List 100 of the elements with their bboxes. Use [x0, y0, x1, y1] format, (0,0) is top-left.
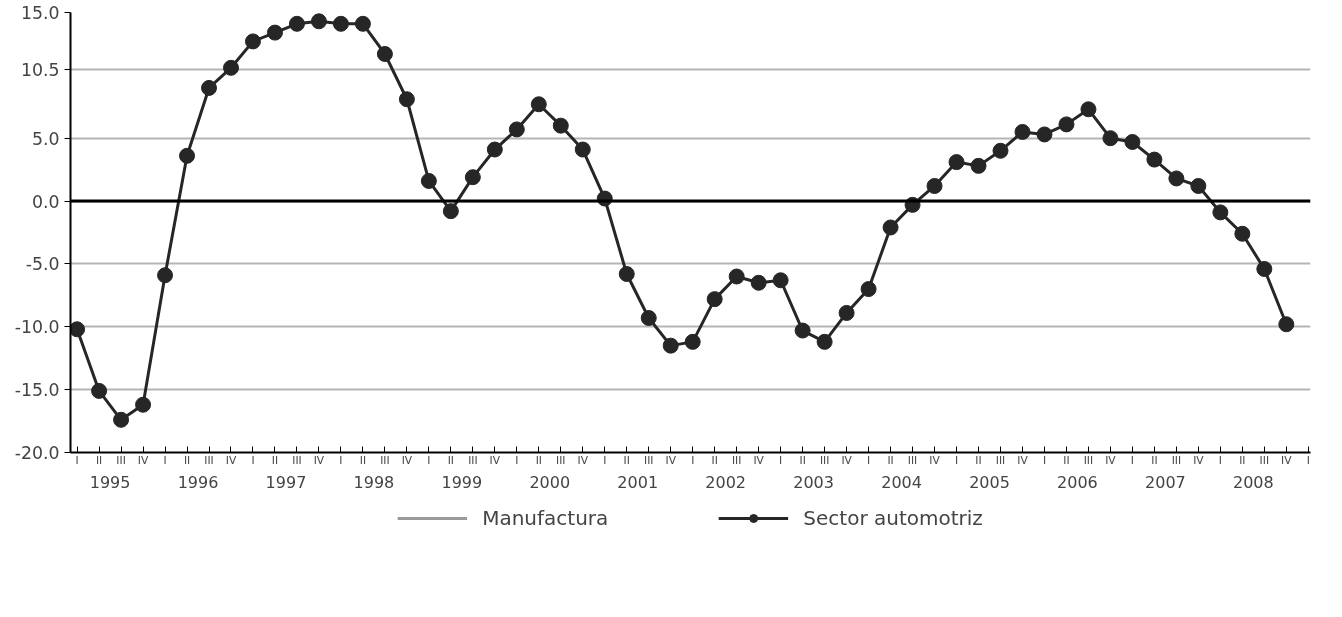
point: [772, 272, 789, 289]
point: [926, 178, 943, 194]
point: [179, 147, 196, 164]
point: [354, 15, 371, 32]
point: [706, 291, 723, 308]
text: 1997: [265, 472, 307, 492]
point: [574, 141, 591, 158]
point: [750, 274, 767, 291]
x-tick-label: IV: [1105, 453, 1117, 467]
point: [1256, 260, 1273, 277]
point: [1190, 178, 1207, 194]
x-tick-label: III: [1083, 453, 1094, 467]
point: [552, 117, 569, 134]
y-tick-label: 15.0: [20, 3, 60, 23]
point: [618, 266, 635, 282]
x-tick-label: III: [204, 453, 214, 467]
x-tick-label: I: [691, 453, 695, 467]
point: [288, 15, 305, 32]
point: [1058, 116, 1075, 133]
point: [113, 411, 130, 428]
x-tick-label: II: [535, 453, 542, 467]
text: 2001: [617, 472, 659, 492]
point: [1080, 101, 1097, 118]
y-tick-label: -20.0: [14, 443, 60, 463]
x-tick-label: III: [819, 453, 830, 467]
x-tick-label: I: [163, 453, 167, 467]
point: [882, 219, 899, 236]
x-tick-label: I: [1306, 453, 1310, 467]
x-tick-label: IV: [137, 453, 149, 467]
x-tick-label: II: [1239, 453, 1246, 467]
point: [1102, 130, 1119, 147]
x-tick-label: II: [359, 453, 367, 467]
text: 1995: [89, 472, 131, 492]
point: [728, 268, 745, 285]
point: [70, 321, 86, 338]
x-tick-label: I: [1130, 453, 1134, 467]
point: [508, 121, 525, 138]
text: 2007: [1145, 472, 1186, 492]
point: [310, 13, 327, 30]
legend-label: Manufactura: [482, 505, 609, 530]
x-tick-label: IV: [1281, 453, 1293, 467]
x-tick-label: III: [907, 453, 918, 467]
x-tick-label: III: [1259, 453, 1270, 467]
x-tick-label: IV: [1017, 453, 1029, 467]
x-tick-label: I: [779, 453, 783, 467]
x-tick-label: IV: [753, 453, 765, 467]
y-tick-label: -5.0: [25, 254, 60, 275]
x-tick-label: I: [603, 453, 607, 467]
text: 1996: [177, 472, 219, 492]
text: 2005: [969, 472, 1010, 492]
x-tick-label: I: [339, 453, 343, 467]
x-tick-label: IV: [489, 453, 501, 467]
point: [91, 382, 108, 399]
point: [816, 333, 833, 350]
x-tick-label: III: [116, 453, 126, 467]
x-tick-label: I: [515, 453, 519, 467]
point: [860, 281, 877, 298]
text: 2008: [1232, 472, 1274, 492]
text: 1998: [353, 472, 395, 492]
x-tick-label: III: [731, 453, 742, 467]
point: [266, 24, 283, 41]
text: 2002: [705, 472, 747, 492]
point: [1234, 225, 1251, 242]
y-tick-label: 10.5: [20, 59, 60, 80]
x-tick-label: II: [447, 453, 455, 467]
x-tick-label: III: [468, 453, 478, 467]
legend-label: Sector automotriz: [803, 505, 983, 530]
x-tick-label: II: [271, 453, 279, 467]
x-tick-label: III: [556, 453, 566, 467]
point: [794, 322, 811, 339]
point: [398, 91, 415, 108]
point: [684, 333, 701, 350]
x-tick-label: III: [1171, 453, 1182, 467]
x-tick-label: IV: [1193, 453, 1205, 467]
x-tick-label: IV: [401, 453, 413, 467]
y-tick-label: -10.0: [14, 317, 60, 338]
text: 2006: [1057, 472, 1098, 492]
point: [486, 141, 503, 158]
point: [1124, 134, 1141, 150]
point: [1168, 170, 1185, 187]
x-tick-label: I: [954, 453, 959, 467]
x-tick-label: II: [1063, 453, 1070, 467]
point: [442, 203, 459, 220]
x-tick-label: IV: [313, 453, 325, 467]
x-tick-label: II: [183, 453, 191, 467]
x-tick-label: I: [1218, 453, 1222, 467]
point: [1146, 151, 1163, 168]
point: [1036, 126, 1053, 143]
point: [244, 33, 261, 50]
y-tick-label: -15.0: [14, 380, 60, 401]
point: [223, 59, 239, 76]
x-tick-label: III: [292, 453, 302, 467]
point: [992, 142, 1009, 159]
point: [1212, 204, 1229, 221]
x-tick-label: II: [975, 453, 982, 467]
x-tick-label: II: [1151, 453, 1158, 467]
point: [662, 337, 679, 354]
x-tick-label: IV: [225, 453, 237, 467]
y-tick-label: 5.0: [31, 128, 60, 149]
point: [640, 310, 657, 326]
